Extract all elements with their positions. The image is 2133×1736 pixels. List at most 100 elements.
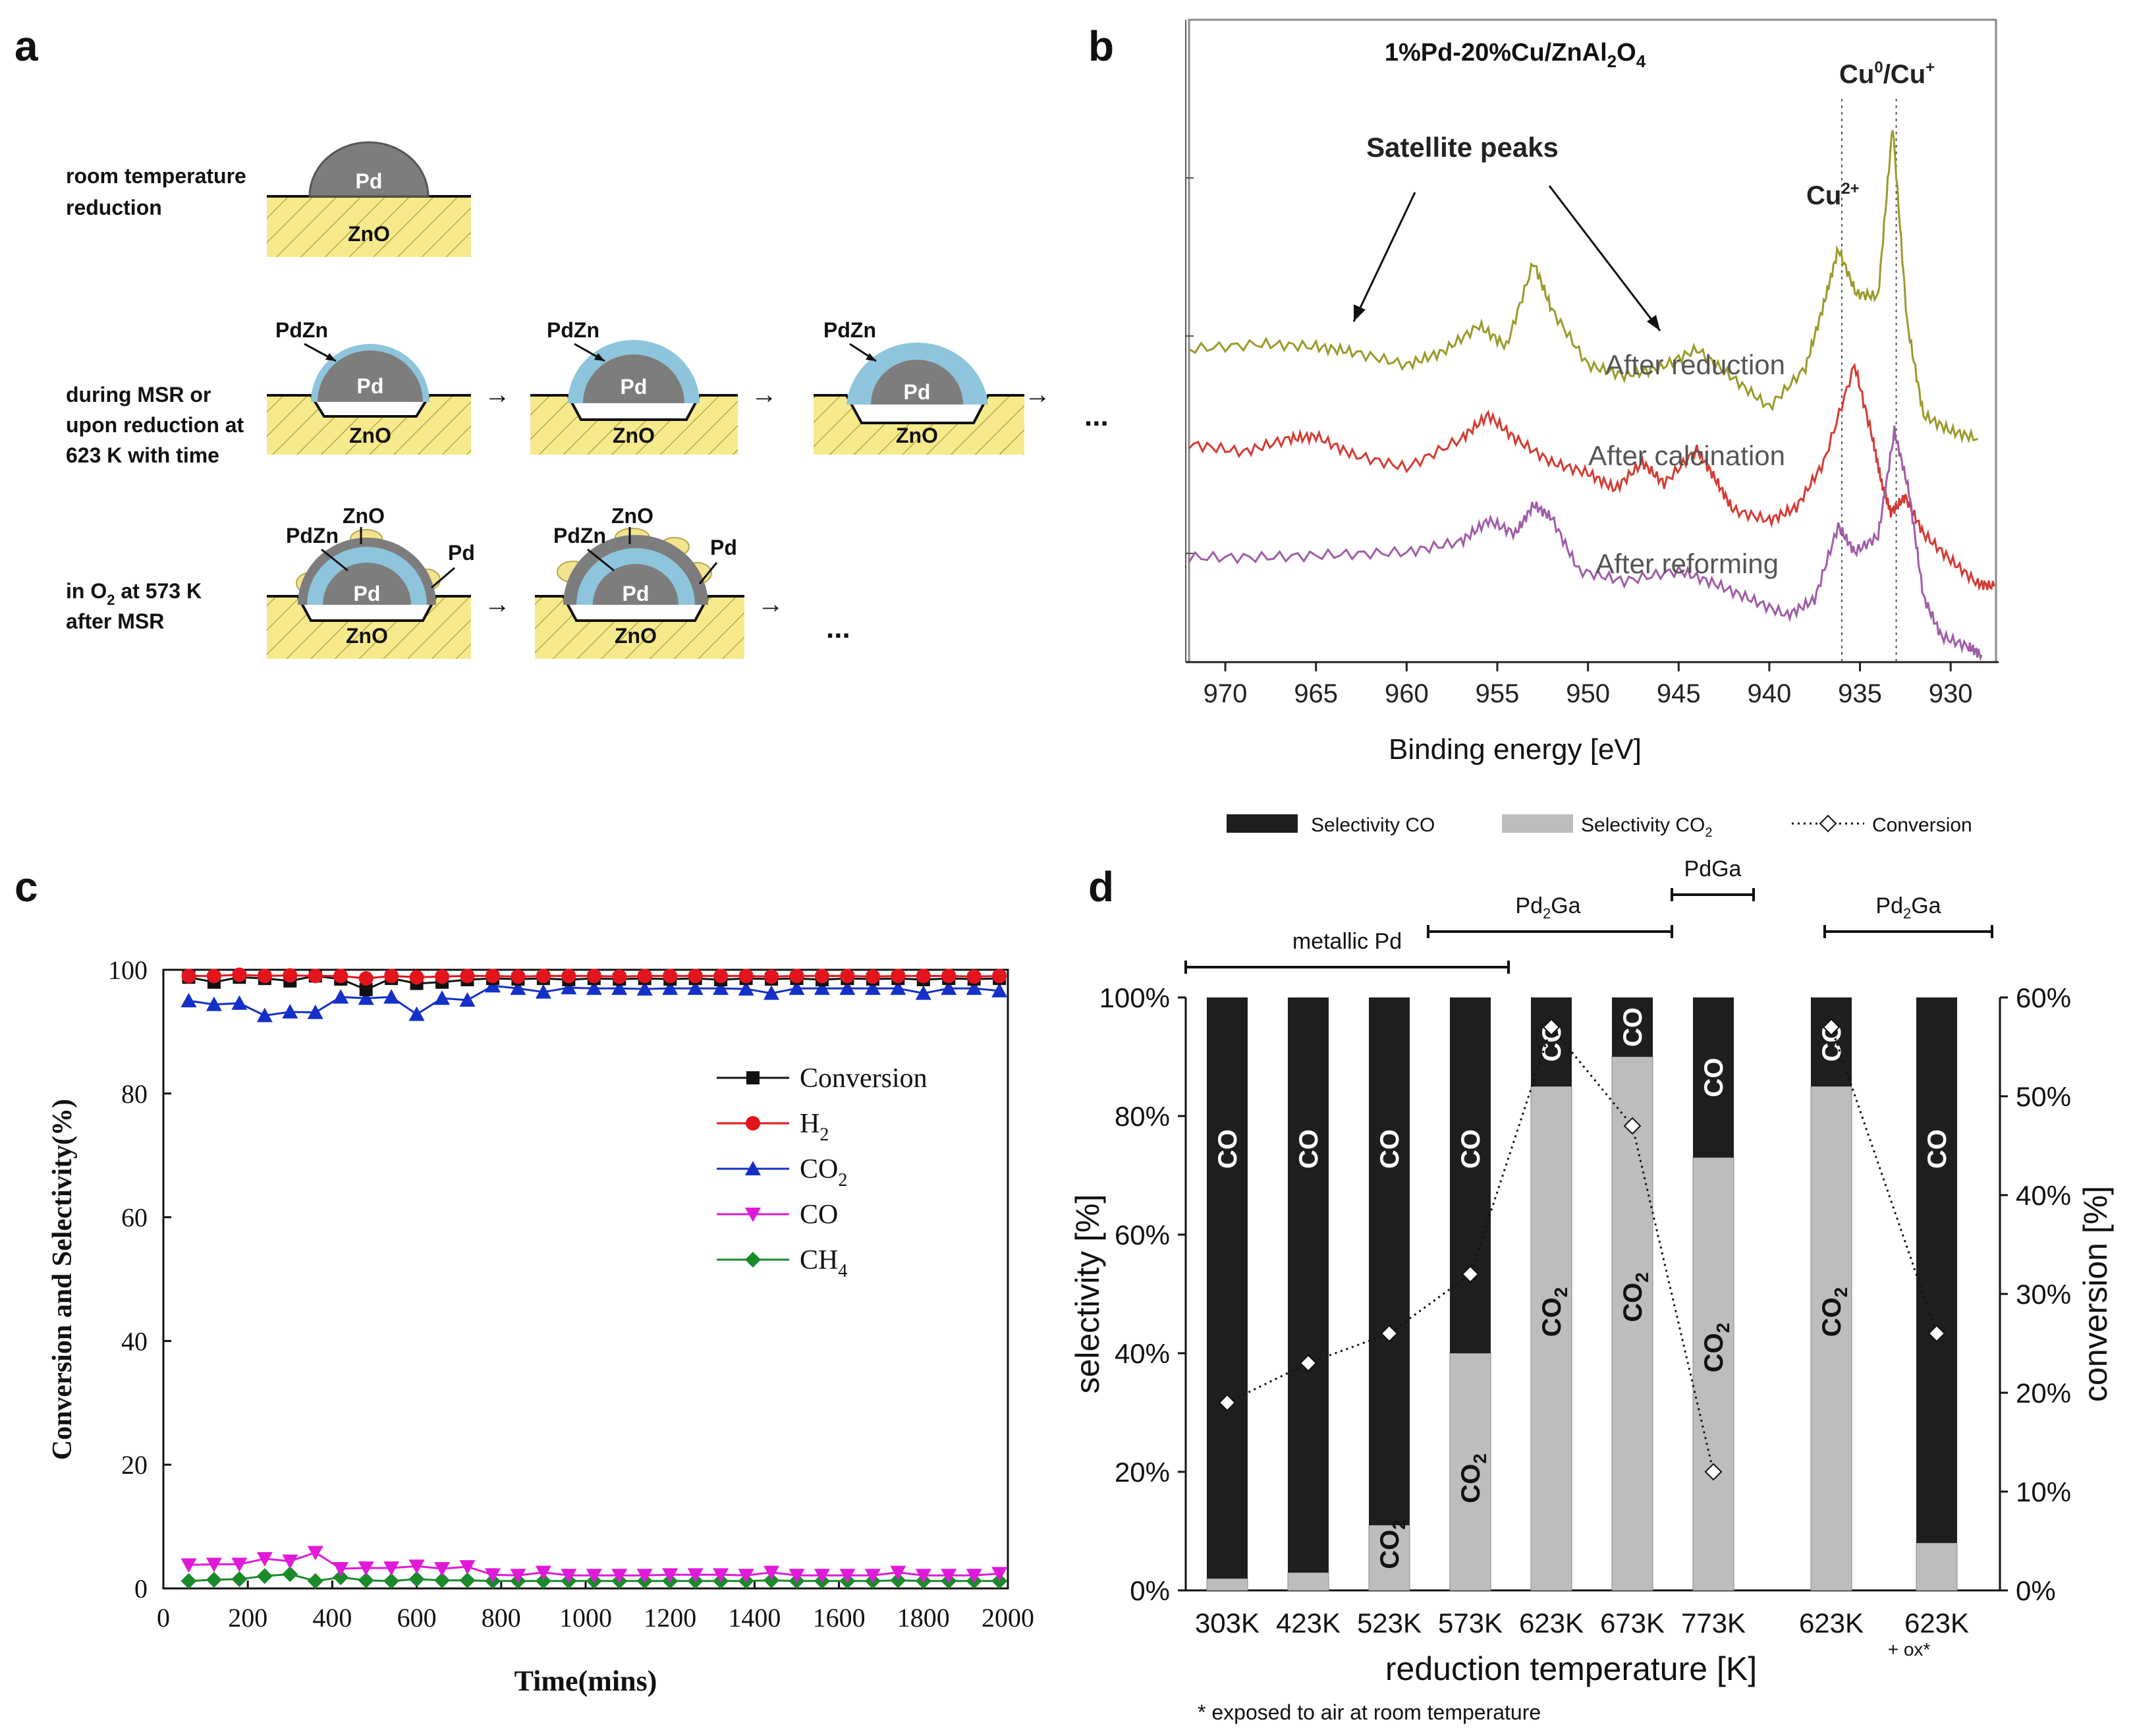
svg-text:PdZn: PdZn [286,524,339,547]
row3-caption: in O2 at 573 K after MSR [66,579,208,633]
svg-text:Pd: Pd [357,374,384,398]
row2-ellipsis: ... [1084,400,1109,432]
data-point-H2 [688,968,703,984]
series-label: After calcination [1588,440,1785,471]
data-point-H2 [257,968,272,984]
legend-marker [746,1116,760,1131]
svg-text:Pd: Pd [356,169,383,193]
conversion-point [1822,1018,1841,1036]
legend: Selectivity CO Selectivity CO2 Conversion [1227,814,1972,840]
data-point-CO [991,1567,1008,1582]
x-tick-label: 940 [1748,679,1792,708]
data-point-CO2 [561,980,577,995]
data-point-CO2 [839,980,856,995]
data-point-CO2 [408,1006,425,1021]
data-point-H2 [283,968,298,983]
data-point-CO2 [333,989,349,1004]
bar-label-co: CO [1213,1129,1242,1169]
arrow-right-icon: → [484,380,511,409]
panel-a-label: a [14,22,38,70]
ox-note: + ox* [1888,1639,1931,1660]
data-point-CO [611,1569,628,1584]
legend-label-subscript: 4 [838,1261,847,1281]
legend-marker-conversion [1819,814,1837,833]
data-point-CO [713,1568,729,1583]
svg-text:Pd: Pd [354,582,381,605]
svg-text:ZnO: ZnO [896,424,938,447]
data-point-CO2 [307,1004,323,1019]
bar-label-co2-subscript: 2 [1713,1323,1733,1333]
data-point-H2 [561,968,576,984]
data-point-CO [662,1568,679,1583]
data-point-CO [256,1552,273,1567]
svg-text:ZnO: ZnO [346,624,388,648]
data-point-CO2 [636,981,653,996]
legend-label-co2: Selectivity CO2 [1581,814,1713,840]
data-point-CO [434,1561,451,1577]
spectrum-line-1 [1188,362,1995,592]
x-tick-label: 950 [1566,679,1610,708]
svg-text:Pd: Pd [621,375,648,399]
x-tick-label: 800 [482,1603,521,1633]
bar-co2 [1611,1056,1653,1591]
bar-co [1450,997,1491,1353]
x-tick-label: 1400 [728,1603,781,1633]
legend-marker [745,1208,761,1222]
spectrum-line-0 [1188,130,1979,444]
y-right-tick-label: 0% [2016,1575,2056,1606]
reference-lines [1841,99,1897,662]
x-ticks: 970 965 960 955 950 945 940 935 930 [1186,177,1973,708]
data-point-CO2 [459,992,476,1007]
bar-co2 [1916,1542,1958,1591]
bar-label-co2-text: CO [1817,1297,1846,1337]
y-tick-label: 60% [1115,1219,1170,1250]
data-point-CO [408,1559,425,1575]
row3-ellipsis: ... [826,612,850,644]
y-right-tick-label: 60% [2016,982,2071,1013]
chart-title: 1%Pd-20%Cu/ZnAl2O4 [1385,39,1646,71]
conversion-point [1218,1393,1236,1412]
bar-co [1612,997,1653,1057]
bar-label-co2-subscript: 2 [1632,1272,1652,1283]
data-point-CH4 [890,1572,906,1588]
svg-text:PdZn: PdZn [275,318,328,342]
category-label: 623K [1519,1608,1584,1638]
data-point-CO2 [991,982,1008,997]
x-tick-label: 1600 [813,1603,866,1633]
x-tick-label: 955 [1476,679,1520,708]
bar-co [1693,997,1734,1158]
legend-label-text: CO [800,1154,838,1185]
data-point-H2 [637,968,652,984]
bar-co2 [1810,1086,1852,1591]
x-tick-label: 600 [397,1603,437,1633]
y-tick-label: 40 [121,1326,148,1356]
data-point-CO [839,1569,856,1584]
legend-label-co2-subscript: 2 [1705,826,1712,840]
panel-d-label: d [1088,863,1114,910]
y-tick-label: 60 [121,1203,148,1233]
x-tick-label: 200 [228,1603,267,1633]
data-point-CO [180,1558,197,1573]
x-tick-label: 400 [312,1603,352,1633]
data-point-CO [206,1557,222,1573]
bar-co [1207,997,1248,1579]
data-point-CO2 [256,1007,273,1022]
data-point-CH4 [459,1572,476,1588]
bar-label-co2: CO2 [1456,1453,1490,1503]
y-right-tick-label: 40% [2016,1180,2071,1211]
bar-label-co2: CO2 [1700,1323,1733,1373]
data-point-H2 [814,968,829,984]
series-group [1188,130,1995,661]
y-tick-label: 80 [121,1079,148,1109]
svg-text:Pd: Pd [710,536,737,559]
data-point-CO2 [789,980,805,995]
x-tick-label: 1200 [644,1603,696,1633]
category-labels: 303K 423K 523K 573K 623K 673K 773K 623K 623K [1195,1608,1969,1638]
axis-ticks: 0% 20% 40% 60% 80% 100% 0% 10% 20% 30% 40% 50% 60% [1099,982,2071,1606]
svg-text:ZnO: ZnO [613,424,655,447]
data-point-CH4 [282,1566,298,1582]
conversion-point [1461,1265,1480,1283]
x-tick-label: 970 [1204,679,1248,708]
data-point-H2 [840,968,855,984]
series-labels: After reduction After calcination After re… [1588,349,1785,579]
